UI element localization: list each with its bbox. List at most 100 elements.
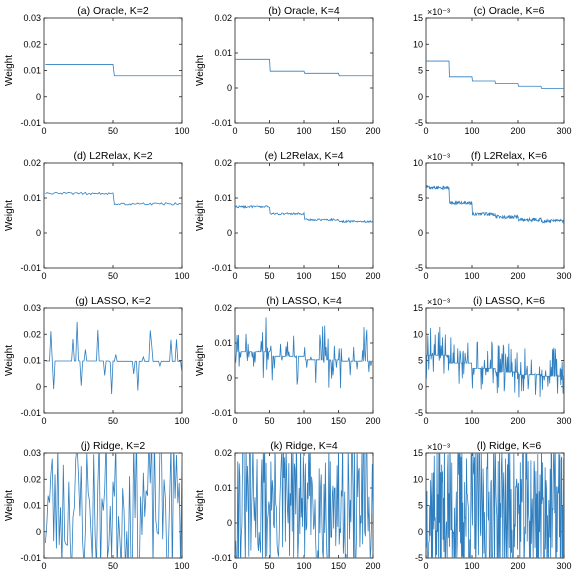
panel-title: (k) Ridge, K=4 bbox=[270, 440, 338, 452]
y-tick-label: 0 bbox=[36, 92, 41, 102]
x-tick-label: 150 bbox=[331, 416, 346, 426]
axes-box bbox=[425, 17, 565, 124]
series-line bbox=[426, 60, 564, 89]
x-tick-label: 100 bbox=[464, 126, 479, 136]
x-tick-label: 100 bbox=[174, 416, 189, 426]
series-line bbox=[45, 321, 182, 394]
panel-title: (i) LASSO, K=6 bbox=[473, 295, 545, 307]
y-tick-label: -0.01 bbox=[20, 263, 41, 273]
panel-title: (c) Oracle, K=6 bbox=[474, 5, 545, 17]
y-exponent-label: ×10⁻³ bbox=[427, 297, 450, 307]
y-tick-label: 15 bbox=[413, 13, 423, 23]
x-tick-label: 300 bbox=[556, 416, 571, 426]
panel-title: (b) Oracle, K=4 bbox=[268, 5, 340, 17]
series-line bbox=[235, 317, 373, 389]
y-tick-label: 0.02 bbox=[23, 329, 41, 339]
panel-title: (f) L2Relax, K=6 bbox=[471, 150, 547, 162]
x-tick-label: 100 bbox=[296, 126, 311, 136]
y-tick-label: 0 bbox=[418, 382, 423, 392]
y-axis-label: Weight bbox=[195, 490, 206, 521]
series-line bbox=[426, 184, 564, 225]
y-tick-label: 0.02 bbox=[23, 39, 41, 49]
x-tick-label: 0 bbox=[423, 126, 428, 136]
x-tick-label: 100 bbox=[296, 416, 311, 426]
x-tick-label: 0 bbox=[423, 271, 428, 281]
panel-title: (l) Ridge, K=6 bbox=[477, 440, 542, 452]
x-tick-label: 300 bbox=[556, 561, 571, 571]
x-tick-label: 50 bbox=[108, 561, 118, 571]
x-tick-label: 300 bbox=[556, 126, 571, 136]
y-tick-label: 0.01 bbox=[214, 338, 232, 348]
axes-box bbox=[234, 307, 374, 414]
y-tick-label: 0 bbox=[418, 92, 423, 102]
x-tick-label: 50 bbox=[264, 271, 274, 281]
x-tick-label: 50 bbox=[264, 416, 274, 426]
x-tick-label: 0 bbox=[232, 561, 237, 571]
y-tick-label: -5 bbox=[415, 263, 423, 273]
y-tick-label: -0.01 bbox=[20, 553, 41, 563]
y-tick-label: -0.01 bbox=[20, 118, 41, 128]
x-tick-label: 100 bbox=[296, 561, 311, 571]
series-line bbox=[426, 326, 564, 398]
y-tick-label: 0.01 bbox=[214, 193, 232, 203]
y-tick-label: -0.01 bbox=[20, 408, 41, 418]
panel-title: (d) L2Relax, K=2 bbox=[73, 150, 152, 162]
x-tick-label: 100 bbox=[296, 271, 311, 281]
y-tick-label: 0 bbox=[227, 373, 232, 383]
y-tick-label: 0.01 bbox=[23, 501, 41, 511]
x-tick-label: 0 bbox=[232, 416, 237, 426]
x-tick-label: 100 bbox=[174, 126, 189, 136]
y-tick-label: 10 bbox=[413, 329, 423, 339]
axes-box bbox=[425, 162, 565, 269]
y-axis-label: Weight bbox=[4, 345, 15, 376]
axes-box bbox=[43, 17, 183, 124]
axes-box bbox=[43, 307, 183, 414]
y-tick-label: 0 bbox=[36, 228, 41, 238]
x-tick-label: 50 bbox=[108, 126, 118, 136]
x-tick-label: 200 bbox=[365, 416, 380, 426]
axes-box bbox=[425, 307, 565, 414]
y-exponent-label: ×10⁻³ bbox=[427, 442, 450, 452]
x-tick-label: 300 bbox=[556, 271, 571, 281]
x-tick-label: 150 bbox=[331, 561, 346, 571]
axes-box bbox=[43, 162, 183, 269]
y-tick-label: -0.01 bbox=[211, 263, 232, 273]
y-tick-label: 0.01 bbox=[214, 483, 232, 493]
y-tick-label: 0.02 bbox=[23, 158, 41, 168]
y-tick-label: 10 bbox=[413, 39, 423, 49]
y-tick-label: 0 bbox=[227, 228, 232, 238]
y-tick-label: 0.01 bbox=[23, 66, 41, 76]
y-tick-label: 10 bbox=[413, 158, 423, 168]
y-tick-label: 0 bbox=[418, 527, 423, 537]
y-axis-label: Weight bbox=[195, 345, 206, 376]
y-tick-label: 0.02 bbox=[214, 158, 232, 168]
y-tick-label: -5 bbox=[415, 553, 423, 563]
x-tick-label: 0 bbox=[423, 416, 428, 426]
x-tick-label: 100 bbox=[174, 271, 189, 281]
y-tick-label: 0.03 bbox=[23, 448, 41, 458]
panel-title: (j) Ridge, K=2 bbox=[81, 440, 146, 452]
x-tick-label: 100 bbox=[174, 561, 189, 571]
y-tick-label: 0.02 bbox=[214, 13, 232, 23]
y-axis-label: Weight bbox=[195, 200, 206, 231]
x-tick-label: 0 bbox=[41, 416, 46, 426]
x-tick-label: 200 bbox=[365, 561, 380, 571]
y-tick-label: 0.02 bbox=[214, 448, 232, 458]
y-axis-label: Weight bbox=[4, 55, 15, 86]
panel-title: (a) Oracle, K=2 bbox=[77, 5, 149, 17]
x-tick-label: 0 bbox=[41, 271, 46, 281]
x-tick-label: 50 bbox=[264, 126, 274, 136]
x-tick-label: 100 bbox=[464, 416, 479, 426]
x-tick-label: 150 bbox=[331, 271, 346, 281]
y-exponent-label: ×10⁻³ bbox=[427, 152, 450, 162]
y-tick-label: 0 bbox=[36, 527, 41, 537]
